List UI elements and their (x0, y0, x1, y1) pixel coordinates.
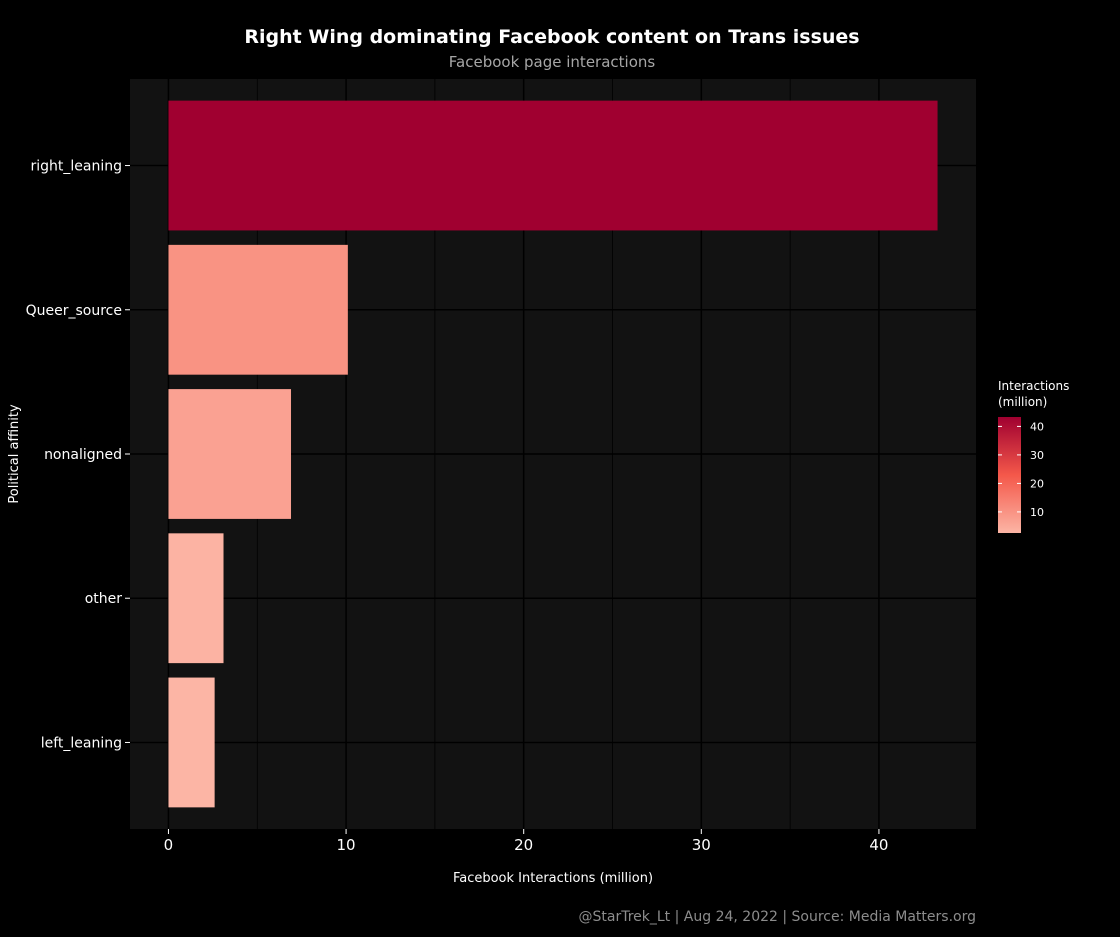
x-tick-label: 10 (337, 836, 356, 854)
bar-left_leaning (168, 677, 215, 808)
legend-ticks: 10 20 30 40 (998, 420, 1044, 519)
color-legend: Interactions (million) 10 20 30 40 (998, 379, 1069, 533)
y-tick-label: right_leaning (31, 159, 123, 175)
x-tick-label: 0 (164, 836, 174, 854)
x-axis: 0 10 20 30 40 (164, 829, 888, 854)
bar-Queer_source (168, 244, 348, 375)
chart-title: Right Wing dominating Facebook content o… (244, 26, 859, 48)
y-tick-label: other (85, 591, 123, 607)
bars (168, 100, 938, 808)
legend-tick-label: 40 (1030, 420, 1044, 433)
y-tick-label: Queer_source (26, 303, 122, 319)
legend-title-line1: Interactions (998, 379, 1069, 393)
y-axis-title: Political affinity (7, 404, 22, 504)
legend-tick-label: 20 (1030, 477, 1044, 490)
legend-title-line2: (million) (998, 395, 1047, 409)
bar-nonaligned (168, 389, 292, 519)
legend-tick-label: 30 (1030, 449, 1044, 462)
bar-other (168, 533, 224, 664)
x-tick-label: 30 (692, 836, 711, 854)
legend-colorbar (998, 417, 1021, 533)
x-tick-label: 20 (514, 836, 533, 854)
x-tick-label: 40 (869, 836, 888, 854)
chart-subtitle: Facebook page interactions (449, 53, 656, 71)
bar-right_leaning (168, 100, 938, 231)
x-axis-title: Facebook Interactions (million) (453, 871, 653, 886)
legend-tick-label: 10 (1030, 506, 1044, 519)
y-tick-label: left_leaning (41, 735, 122, 751)
chart-caption: @StarTrek_Lt | Aug 24, 2022 | Source: Me… (579, 909, 977, 925)
y-axis: right_leaning Queer_source nonaligned other… (26, 159, 130, 751)
y-tick-label: nonaligned (44, 447, 122, 463)
